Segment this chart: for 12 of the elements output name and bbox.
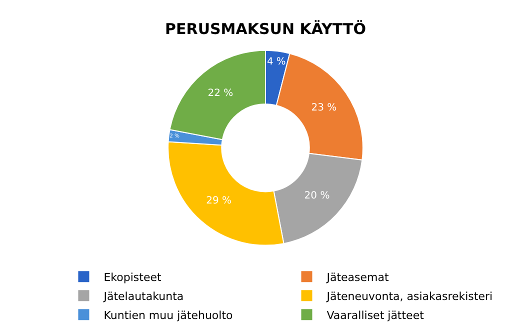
legend-label: Vaaralliset jätteet xyxy=(326,308,425,322)
legend-label: Kuntien muu jätehuolto xyxy=(104,308,234,322)
data-label: 20 % xyxy=(304,190,330,202)
legend-label: Ekopisteet xyxy=(104,270,162,284)
legend-label: Jäteasemat xyxy=(326,270,390,284)
data-label: 4 % xyxy=(266,56,286,68)
data-label: 23 % xyxy=(311,102,337,114)
data-label: 29 % xyxy=(206,195,232,206)
legend-label: Jäteneuvonta, asiakasrekisteri xyxy=(326,290,493,303)
data-label: 22 % xyxy=(208,88,234,99)
chart-title: PERUSMAKSUN KÄYTTÖ xyxy=(165,20,366,38)
legend-label: Jätelautakunta xyxy=(102,290,184,303)
